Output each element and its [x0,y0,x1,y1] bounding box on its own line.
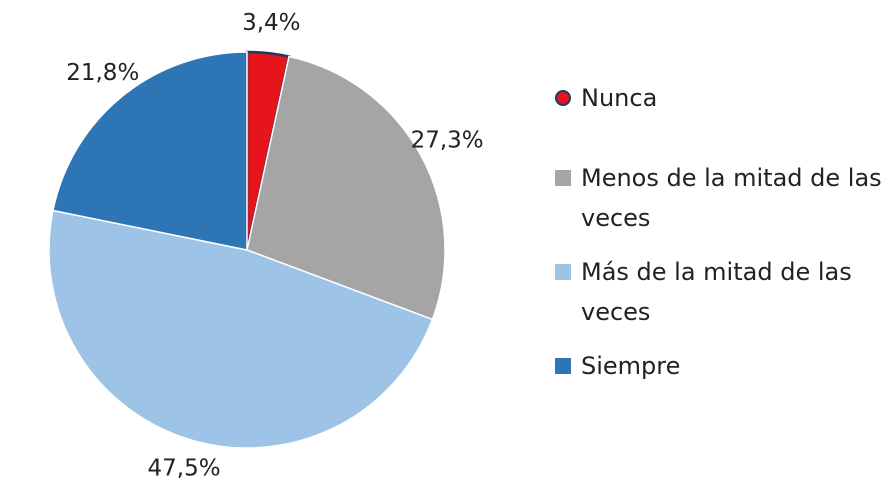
legend-label: Más de la mitad de las veces [581,258,852,326]
legend-swatch [555,358,571,374]
data-label: 3,4% [242,10,300,36]
data-label: 27,3% [411,127,484,153]
legend-label: Siempre [581,352,681,380]
legend-swatch [555,170,571,186]
legend-item: Menos de la mitad de las veces [555,158,885,238]
data-label: 21,8% [66,60,139,86]
legend-item: Más de la mitad de las veces [555,252,885,332]
pie-slice [246,55,446,321]
data-label: 47,5% [148,456,221,482]
pie-slice [52,51,248,251]
legend-label: Menos de la mitad de las veces [581,164,882,232]
legend-swatch [555,264,571,280]
pie-slice [48,209,434,449]
legend-item: Siempre [555,346,885,386]
chart: 3,4% 27,3% 47,5% 21,8% [48,10,484,482]
legend-item: Nunca [555,78,885,118]
legend-swatch [555,90,571,106]
legend: Nunca Menos de la mitad de las veces Más d… [555,78,885,386]
legend-label: Nunca [581,84,658,112]
